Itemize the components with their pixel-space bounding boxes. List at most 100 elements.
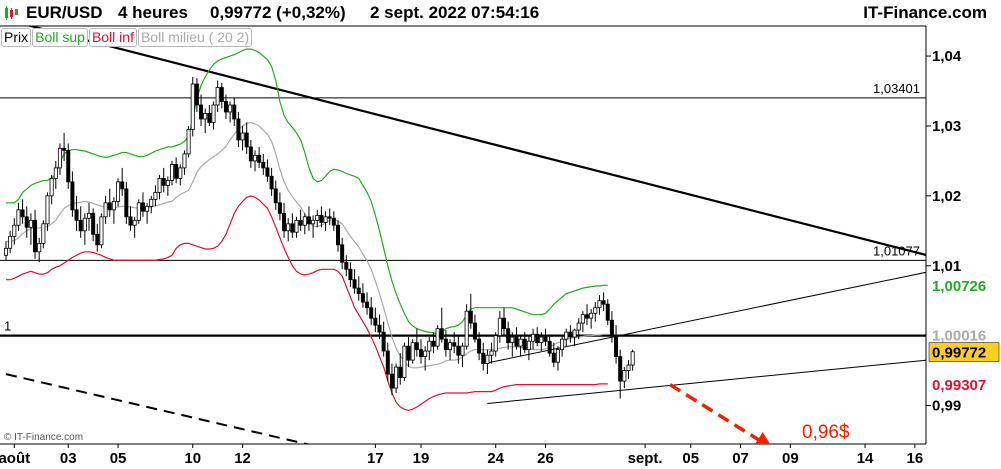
price-candle	[248, 139, 253, 168]
legend-prix[interactable]: Prix	[1, 28, 32, 47]
candle-body	[418, 349, 423, 358]
x-tick-label: 10	[184, 450, 201, 467]
price-candle	[269, 167, 274, 196]
candle-body	[20, 209, 25, 218]
price-candle	[236, 111, 241, 147]
candle-body	[585, 314, 590, 319]
candle-body	[414, 342, 419, 351]
level-label: 1,03401	[873, 81, 920, 96]
symbol-label: EUR/USD	[26, 3, 103, 22]
candle-body	[70, 181, 75, 211]
last-value-label: 1,00016	[932, 328, 986, 345]
candle-body	[194, 83, 199, 106]
candle-body	[248, 146, 253, 162]
candle-body	[165, 180, 170, 186]
price-candle	[506, 321, 511, 350]
price-candle	[103, 195, 108, 224]
price-candle	[547, 335, 552, 357]
price-candle	[456, 335, 461, 364]
candle-body	[427, 340, 432, 352]
price-candle	[82, 213, 87, 245]
candle-body	[45, 195, 50, 225]
legend-boll-inf[interactable]: Boll inf	[88, 28, 137, 47]
candle-body	[82, 217, 87, 232]
legend-boll-sup[interactable]: Boll sup	[32, 28, 88, 47]
price-candle	[560, 335, 565, 357]
candle-body	[298, 219, 303, 226]
price-candle	[298, 209, 303, 231]
price-candle	[203, 108, 208, 133]
candle-body	[207, 112, 212, 123]
price-candle	[510, 332, 515, 357]
candle-body	[128, 216, 133, 226]
candle-body	[149, 198, 154, 207]
candle-body	[448, 342, 453, 351]
candle-body	[132, 219, 137, 226]
price-candle	[323, 211, 328, 231]
price-candle	[555, 346, 560, 371]
candle-body	[506, 328, 511, 344]
legend-boll-milieu[interactable]: Boll milieu ( 20 2)	[137, 28, 253, 47]
price-candle	[377, 314, 382, 340]
price-candle	[501, 307, 506, 336]
price-candle	[373, 307, 378, 333]
candle-body	[452, 342, 457, 347]
band-line-inf	[6, 195, 608, 412]
price-candle	[265, 159, 270, 182]
price-candle	[199, 94, 204, 126]
price-candle	[161, 167, 166, 193]
candle-body	[111, 201, 116, 211]
price-candle	[16, 202, 21, 231]
candle-body	[589, 312, 594, 319]
candle-body	[555, 349, 560, 363]
price-candle	[585, 304, 590, 326]
price-candle	[518, 335, 523, 357]
price-candle	[497, 311, 502, 343]
candle-body	[199, 104, 204, 120]
x-tick-label: 12	[234, 450, 251, 467]
candle-body	[140, 202, 145, 212]
price-candle	[580, 311, 585, 333]
forecast-label: 0,96$	[802, 422, 850, 443]
price-candle	[597, 295, 602, 315]
candle-body	[481, 352, 486, 365]
price-candle	[452, 332, 457, 354]
price-candle	[182, 150, 187, 175]
candle-body	[219, 87, 224, 102]
candle-body	[257, 154, 262, 163]
datetime-label: 2 sept. 2022 07:54:16	[370, 3, 540, 22]
candle-body	[190, 83, 195, 130]
timeframe-label[interactable]: 4 heures	[118, 3, 188, 22]
chart-type-icon[interactable]	[4, 6, 18, 25]
price-candle	[99, 213, 104, 249]
candle-body	[377, 324, 382, 333]
price-candle	[4, 241, 9, 261]
candle-body	[468, 310, 473, 324]
price-candle	[356, 276, 361, 301]
candle-body	[244, 132, 249, 148]
price-candle	[149, 195, 154, 214]
candle-body	[178, 167, 183, 179]
price-candle	[124, 181, 129, 224]
candle-body	[28, 219, 33, 228]
candle-body	[560, 338, 565, 351]
price-candle	[576, 318, 581, 340]
candle-body	[614, 335, 619, 358]
price-candle	[394, 363, 399, 393]
candle-body	[510, 336, 515, 344]
last-value-label: 1,00726	[932, 278, 986, 295]
x-tick-label: 09	[782, 450, 799, 467]
candle-body	[356, 287, 361, 295]
candle-body	[431, 340, 436, 347]
price-candle	[439, 307, 444, 343]
y-tick-label: 1,02	[932, 188, 961, 205]
price-candle	[348, 262, 353, 287]
candle-body	[381, 331, 386, 352]
price-candle	[37, 237, 42, 263]
price-candle	[468, 293, 473, 329]
y-tick-label: 1,04	[932, 48, 962, 65]
y-tick-label: 1,03	[932, 118, 961, 135]
candle-body	[464, 310, 469, 347]
candle-body	[99, 216, 104, 246]
candle-body	[273, 188, 278, 204]
